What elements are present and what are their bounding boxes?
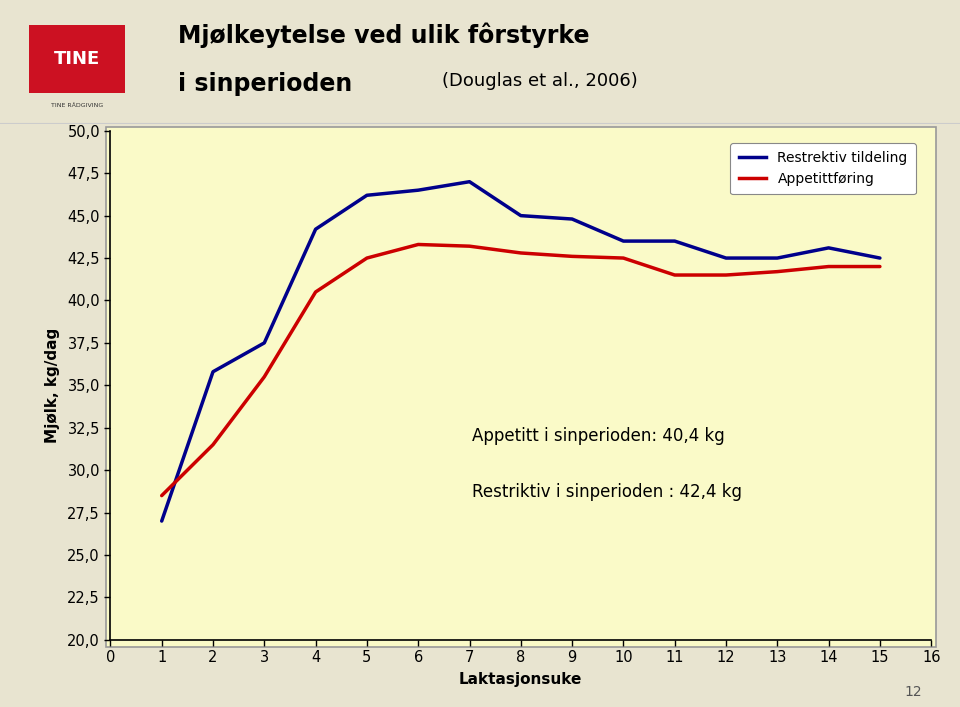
Y-axis label: Mjølk, kg/dag: Mjølk, kg/dag	[45, 327, 60, 443]
Text: TINE: TINE	[54, 49, 100, 68]
Text: (Douglas et al., 2006): (Douglas et al., 2006)	[442, 71, 637, 90]
Text: i sinperioden: i sinperioden	[178, 71, 352, 95]
Text: 12: 12	[904, 685, 922, 699]
FancyBboxPatch shape	[29, 25, 125, 93]
Text: Appetitt i sinperioden: 40,4 kg: Appetitt i sinperioden: 40,4 kg	[471, 427, 724, 445]
X-axis label: Laktasjonsuke: Laktasjonsuke	[459, 672, 583, 687]
Legend: Restrektiv tildeling, Appetittføring: Restrektiv tildeling, Appetittføring	[731, 143, 916, 194]
Text: TINE RÅDGIVING: TINE RÅDGIVING	[51, 103, 103, 107]
Text: Mjølkeytelse ved ulik fôrstyrke: Mjølkeytelse ved ulik fôrstyrke	[178, 22, 589, 48]
Text: Restriktiv i sinperioden : 42,4 kg: Restriktiv i sinperioden : 42,4 kg	[471, 483, 741, 501]
